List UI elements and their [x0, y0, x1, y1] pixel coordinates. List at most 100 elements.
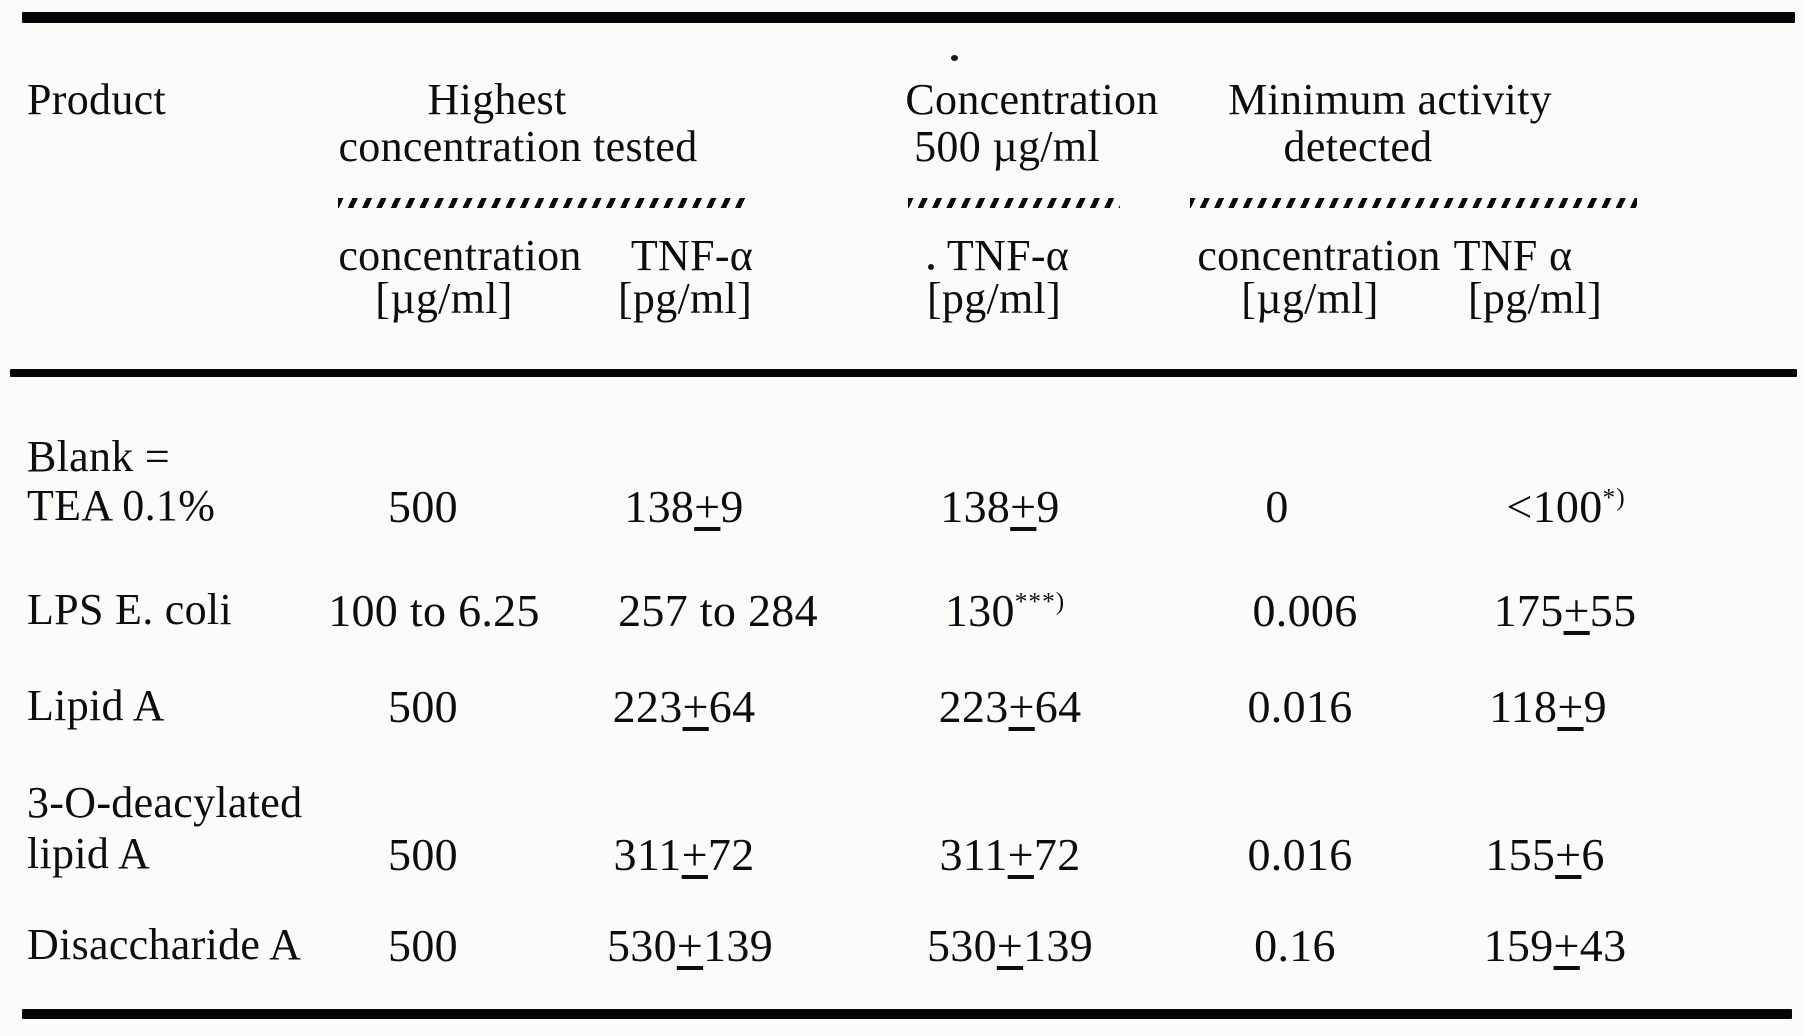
cell-text: 500	[388, 920, 458, 971]
cell-text: 0.16	[1254, 920, 1336, 971]
cell-text: 530	[606, 920, 677, 971]
plus-minus-sign: +	[1555, 829, 1582, 880]
cell-value: 0.016	[1248, 682, 1353, 732]
row-product-label: Lipid A	[27, 681, 165, 730]
cell-text: 159	[1483, 920, 1554, 971]
cell-value: 530+139	[927, 921, 1093, 971]
plus-minus-sign: +	[1007, 829, 1034, 880]
plus-minus-sign: +	[1553, 920, 1580, 971]
cell-text: 72	[1033, 829, 1081, 880]
cell-value: 155+6	[1485, 830, 1604, 880]
cell-text: 9	[1036, 481, 1060, 532]
cell-value: <100*)	[1506, 482, 1625, 532]
cell-text: 9	[720, 481, 744, 532]
dashed-rule-group1	[338, 198, 745, 208]
group-header-minimum-activity-line1: Minimum activity	[1228, 75, 1552, 124]
plus-minus-sign: +	[681, 829, 708, 880]
cell-value: 223+64	[613, 682, 756, 732]
row-product-label: LPS E. coli	[27, 585, 232, 634]
cell-value: 257 to 284	[618, 586, 818, 636]
cell-text: 0	[1265, 481, 1289, 532]
plus-minus-sign: +	[682, 681, 709, 732]
cell-value: 118+9	[1489, 682, 1607, 732]
subheader-unit-2: [pg/ml]	[617, 274, 753, 323]
group-header-minimum-activity-line2: detected	[1283, 122, 1433, 171]
row-product-label: 3-O-deacylated	[27, 778, 303, 827]
cell-text: 530	[926, 920, 997, 971]
cell-value: 0.016	[1248, 830, 1353, 880]
cell-value: 138+9	[940, 482, 1059, 532]
cell-text: 500	[388, 481, 458, 532]
cell-text: 0.016	[1247, 681, 1353, 732]
table-top-rule	[22, 12, 1795, 23]
subheader-tnf-2: TNF-α	[946, 231, 1070, 280]
cell-text: 139	[703, 920, 774, 971]
cell-text: 55	[1589, 585, 1637, 636]
cell-value: 138+9	[624, 482, 743, 532]
cell-text: 138	[624, 481, 695, 532]
plus-minus-sign: +	[996, 920, 1024, 971]
row-product-label: TEA 0.1%	[27, 481, 216, 530]
cell-value: 311+72	[939, 830, 1080, 880]
table-header-rule	[10, 369, 1797, 377]
row-product-label: lipid A	[27, 829, 151, 878]
cell-text: 311	[613, 829, 682, 880]
plus-minus-sign: +	[694, 481, 721, 532]
row-product-label: Disaccharide A	[27, 920, 302, 969]
cell-text: 130	[944, 585, 1015, 636]
group-header-concentration500-line2: 500 µg/ml	[914, 122, 1100, 171]
dashed-rule-group3	[1190, 198, 1637, 208]
cell-value: 500	[388, 921, 458, 971]
cell-value: 0.16	[1254, 921, 1336, 971]
group-header-concentration500-line1: Concentration	[905, 75, 1159, 124]
scan-speck	[951, 55, 958, 61]
cell-value: 500	[388, 482, 458, 532]
table-bottom-rule	[22, 1009, 1792, 1019]
cell-text: 72	[707, 829, 755, 880]
cell-text: 175	[1493, 585, 1564, 636]
cell-text: 64	[708, 681, 756, 732]
cell-value: 159+43	[1484, 921, 1627, 971]
subheader-unit-4: [µg/ml]	[1241, 274, 1379, 323]
footnote-marker: *)	[1602, 483, 1626, 512]
cell-text: 0.016	[1247, 829, 1353, 880]
row-product-label: Blank =	[27, 432, 171, 481]
group-header-highest-line2: concentration tested	[338, 122, 698, 171]
plus-minus-sign: +	[1008, 681, 1035, 732]
cell-text: 43	[1579, 920, 1627, 971]
cell-text: 139	[1023, 920, 1094, 971]
plus-minus-sign: +	[1563, 585, 1590, 636]
cell-text: 500	[388, 829, 458, 880]
cell-text: 9	[1583, 681, 1607, 732]
cell-value: 500	[388, 682, 458, 732]
cell-text: 311	[939, 829, 1008, 880]
cell-text: 0.006	[1252, 585, 1358, 636]
cell-value: 311+72	[613, 830, 754, 880]
cell-value: 175+55	[1494, 586, 1637, 636]
cell-text: <100	[1506, 481, 1603, 532]
col-header-product: Product	[27, 75, 166, 124]
cell-text: 155	[1485, 829, 1556, 880]
subheader-unit-5: [pg/ml]	[1467, 274, 1603, 323]
cell-value: 130***)	[945, 586, 1065, 636]
cell-text: 118	[1489, 681, 1558, 732]
cell-value: 100 to 6.25	[328, 586, 540, 636]
cell-text: 223	[938, 681, 1009, 732]
subheader-unit-3: [pg/ml]	[926, 274, 1062, 323]
cell-text: 100 to 6.25	[328, 585, 540, 636]
cell-text: 6	[1581, 829, 1605, 880]
plus-minus-sign: +	[1557, 681, 1584, 732]
subheader-concentration-1: concentration	[338, 231, 582, 280]
subheader-tnf-3: TNF α	[1453, 231, 1573, 280]
cell-value: 0	[1265, 482, 1288, 532]
subheader-concentration-2: concentration	[1197, 231, 1441, 280]
scan-speck	[928, 264, 934, 270]
plus-minus-sign: +	[1010, 481, 1037, 532]
cell-text: 257 to 284	[618, 585, 818, 636]
footnote-marker: ***)	[1014, 587, 1066, 616]
cell-text: 223	[612, 681, 683, 732]
cell-value: 500	[388, 830, 458, 880]
cell-value: 223+64	[939, 682, 1082, 732]
plus-minus-sign: +	[676, 920, 704, 971]
